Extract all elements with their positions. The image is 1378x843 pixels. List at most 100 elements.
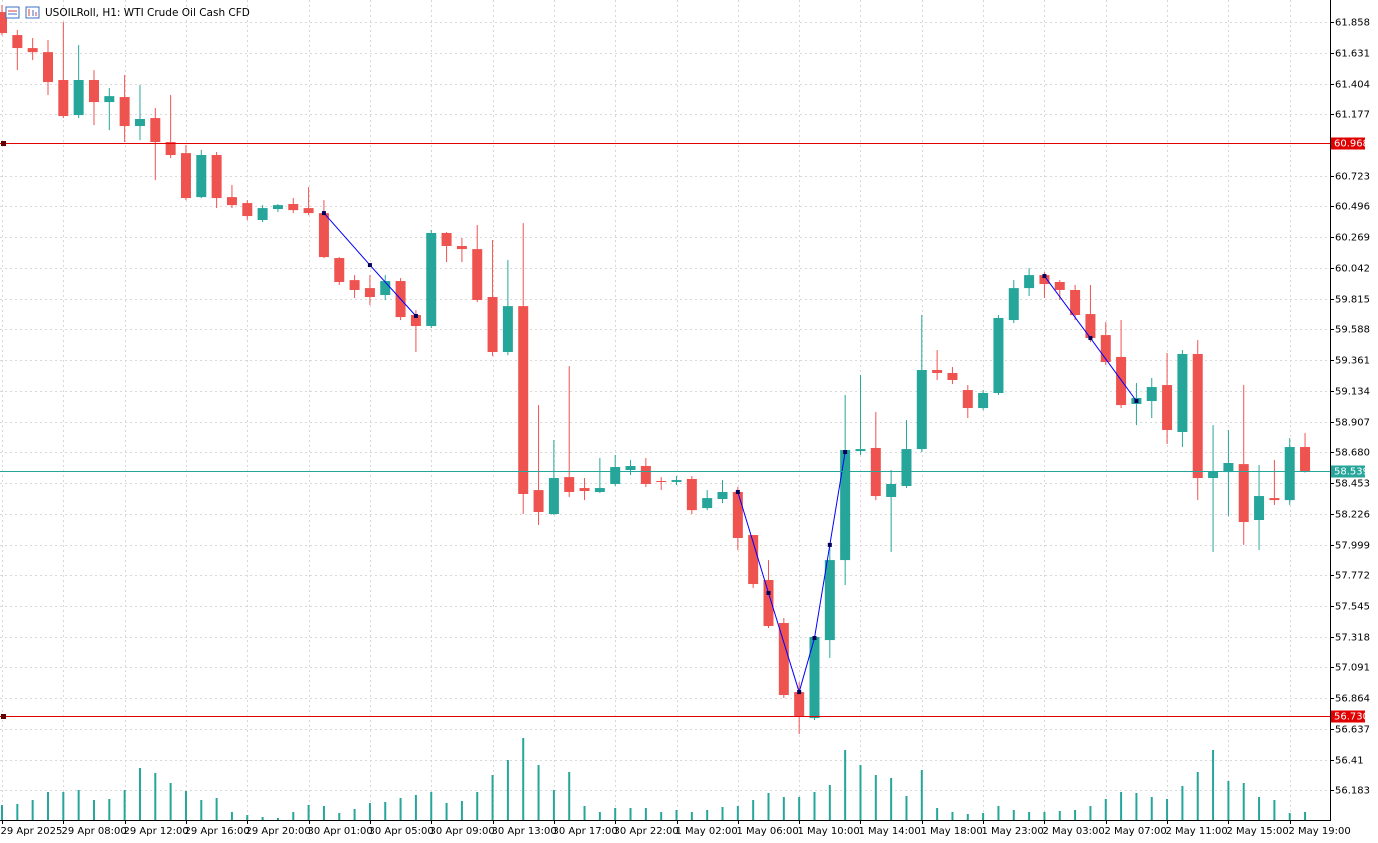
x-tick-label: 29 Apr 16:00 — [185, 826, 250, 837]
candle-body — [134, 118, 145, 127]
candle-body — [27, 48, 38, 53]
chart-title: USOILRoll, H1: WTI Crude Oil Cash CFD — [45, 7, 250, 19]
candle-body — [640, 465, 651, 484]
x-tick-label: 29 Apr 20:00 — [246, 826, 311, 837]
candle-body — [104, 96, 115, 103]
x-tick-label: 30 Apr 13:00 — [492, 826, 557, 837]
level-anchor — [1, 141, 6, 146]
candle-body — [502, 306, 513, 352]
volume-bar — [92, 800, 95, 820]
y-tick-label: 58.453 — [1335, 479, 1370, 490]
volume-bar — [966, 814, 969, 820]
x-tick-label: 30 Apr 17:00 — [553, 826, 618, 837]
volume-bar — [598, 812, 601, 820]
candle-body — [180, 153, 191, 199]
candle-body — [932, 369, 943, 373]
volume-bar — [798, 797, 801, 820]
x-tick-label: 30 Apr 05:00 — [369, 826, 434, 837]
x-tick-label: 1 May 14:00 — [859, 826, 921, 837]
volume-bar — [1028, 812, 1031, 820]
volume-bar — [583, 806, 586, 820]
candle-body — [564, 477, 575, 492]
candle-body — [610, 467, 621, 484]
trend-point — [321, 211, 326, 216]
trend-point — [827, 542, 832, 547]
y-tick-label: 59.134 — [1335, 387, 1370, 398]
volume-bar — [430, 792, 433, 820]
y-tick-label: 59.588 — [1335, 325, 1370, 336]
volume-bar — [537, 765, 540, 820]
volume-bar — [353, 809, 356, 820]
candle-body — [732, 491, 743, 539]
x-tick-label: 2 May 11:00 — [1166, 826, 1228, 837]
volume-bar — [246, 815, 249, 820]
volume-bar — [1196, 772, 1199, 820]
candle-body — [1100, 335, 1111, 363]
candle-body — [303, 208, 314, 214]
candle-body — [1116, 356, 1127, 406]
y-tick-label: 56.183 — [1335, 786, 1370, 797]
volume-bar — [721, 807, 724, 820]
y-tick-label: 58.907 — [1335, 418, 1370, 429]
candle-body — [1254, 496, 1265, 520]
volume-bar — [660, 812, 663, 820]
y-tick-label: 56.864 — [1335, 694, 1370, 705]
trend-point — [812, 636, 817, 641]
volume-bar — [154, 773, 157, 820]
volume-bar — [1043, 812, 1046, 820]
volume-bar — [307, 805, 310, 820]
candle-body — [671, 480, 682, 482]
trend-point — [797, 690, 802, 695]
candle-body — [778, 623, 789, 696]
y-tick-label: 59.815 — [1335, 295, 1370, 306]
x-tick-label: 30 Apr 22:00 — [614, 826, 679, 837]
candle-body — [257, 208, 268, 220]
candle-body — [702, 498, 713, 509]
candle-body — [533, 490, 544, 513]
candle-body — [763, 579, 774, 626]
volume-bar — [1135, 793, 1138, 820]
y-tick-label: 58.226 — [1335, 510, 1370, 521]
candle-body — [656, 481, 667, 483]
volume-bar — [1304, 812, 1307, 820]
candle-body — [472, 249, 483, 301]
volume-bar — [813, 792, 816, 820]
candle-body — [916, 369, 927, 450]
volume-bar — [644, 808, 647, 820]
candle-body — [1085, 314, 1096, 339]
volume-bar — [1150, 797, 1153, 820]
y-tick-label: 61.177 — [1335, 110, 1370, 121]
volume-bar — [706, 810, 709, 820]
volume-bar — [568, 772, 571, 820]
candle-body — [1192, 354, 1203, 479]
header-icons — [5, 6, 40, 19]
candle-body — [119, 97, 130, 127]
volume-bar — [384, 802, 387, 820]
candle-body — [855, 449, 866, 452]
candle-body — [0, 12, 7, 34]
candle-body — [334, 258, 345, 282]
y-tick-label: 57.545 — [1335, 602, 1370, 613]
trend-point — [735, 489, 740, 494]
x-tick-label: 1 May 06:00 — [737, 826, 799, 837]
volume-bar — [368, 803, 371, 820]
trend-point — [1088, 336, 1093, 341]
candle-body — [978, 393, 989, 409]
y-tick-label: 58.680 — [1335, 448, 1370, 459]
last-price-box — [1331, 465, 1365, 478]
candle-body — [150, 118, 161, 143]
candle-body — [318, 213, 329, 258]
volume-bar — [31, 800, 34, 820]
candle-body — [748, 535, 759, 585]
volume-bar — [844, 750, 847, 820]
candle-body — [1162, 385, 1173, 430]
volume-bar — [1, 805, 3, 820]
volume-bar — [629, 808, 632, 820]
trend-point — [367, 263, 372, 268]
volume-bar — [1089, 806, 1092, 820]
y-tick-label: 59.361 — [1335, 356, 1370, 367]
y-tick-label: 61.858 — [1335, 18, 1370, 29]
candle-body — [518, 306, 529, 495]
